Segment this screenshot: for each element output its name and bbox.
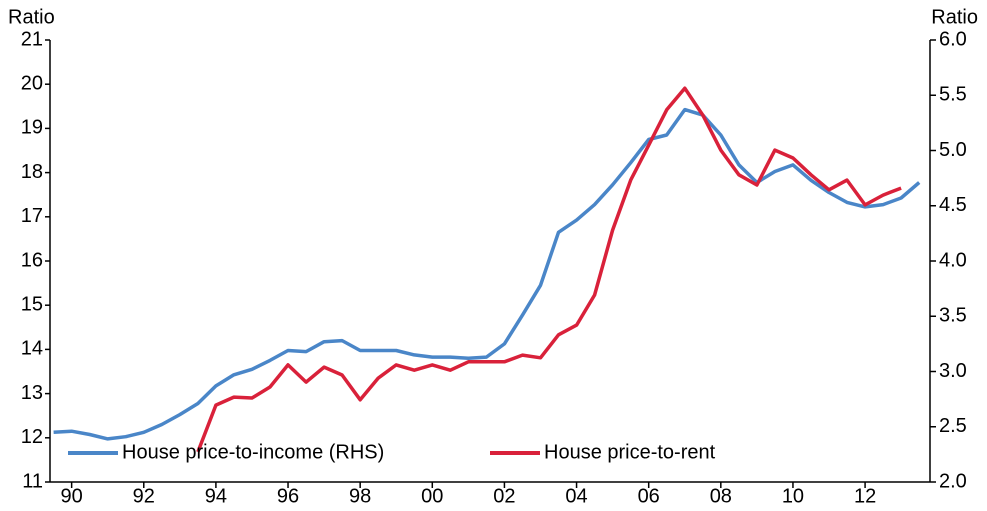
- series-line: [53, 107, 921, 441]
- y-tick-label: 15: [21, 293, 43, 315]
- x-tick-label: 92: [133, 485, 155, 507]
- legend-label: House price-to-rent: [544, 441, 716, 463]
- x-tick-label: 00: [421, 485, 443, 507]
- x-tick-label: 98: [349, 485, 371, 507]
- y2-tick-label: 2.5: [939, 415, 967, 437]
- y-tick-label: 16: [21, 249, 43, 271]
- x-tick-label: 04: [565, 485, 587, 507]
- y-tick-label: 20: [21, 72, 43, 94]
- y-axis-label: Ratio: [8, 6, 55, 28]
- y2-tick-label: 3.0: [939, 360, 967, 382]
- y-tick-label: 13: [21, 382, 43, 404]
- y-tick-label: 19: [21, 117, 43, 139]
- x-tick-label: 94: [205, 485, 227, 507]
- y2-axis-label: Ratio: [931, 6, 978, 28]
- y-tick-label: 11: [22, 470, 43, 492]
- y-tick-label: 14: [21, 338, 43, 360]
- y2-tick-label: 4.0: [939, 249, 967, 271]
- y-tick-label: 18: [21, 161, 43, 183]
- x-tick-label: 08: [710, 485, 732, 507]
- y2-tick-label: 5.5: [939, 84, 967, 106]
- y-tick-label: 21: [21, 28, 43, 50]
- x-tick-label: 96: [277, 485, 299, 507]
- y2-tick-label: 5.0: [939, 139, 967, 161]
- x-tick-label: 12: [854, 485, 876, 507]
- series-line: [196, 86, 902, 453]
- y2-tick-label: 2.0: [939, 470, 967, 492]
- y-tick-label: 12: [21, 426, 43, 448]
- x-tick-label: 06: [638, 485, 660, 507]
- y2-tick-label: 6.0: [939, 28, 967, 50]
- y-tick-label: 17: [21, 205, 43, 227]
- y2-tick-label: 3.5: [939, 305, 967, 327]
- x-tick-label: 02: [493, 485, 515, 507]
- x-tick-label: 90: [61, 485, 83, 507]
- legend-label: House price-to-income (RHS): [122, 441, 384, 463]
- x-tick-label: 10: [782, 485, 804, 507]
- y2-tick-label: 4.5: [939, 194, 967, 216]
